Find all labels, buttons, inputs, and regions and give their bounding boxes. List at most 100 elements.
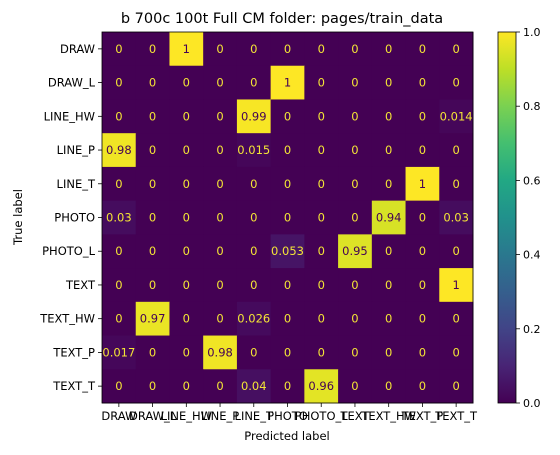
cell-value-label: 0 <box>351 278 358 292</box>
cell-value-label: 1 <box>284 76 291 90</box>
heatmap-cell <box>338 99 373 134</box>
heatmap-cell <box>135 369 170 404</box>
y-tick-label: TEXT_P <box>52 345 95 359</box>
cell-value-label: 0.96 <box>308 379 334 393</box>
heatmap-cell <box>439 99 474 134</box>
cell-value-label: 0 <box>216 177 223 191</box>
x-tick-label: DRAW_L <box>129 409 177 423</box>
cell-value-label: 0 <box>385 76 392 90</box>
cell-value-label: 0 <box>149 278 156 292</box>
heatmap-cell <box>270 133 305 168</box>
heatmap-cell <box>338 133 373 168</box>
cell-value-label: 0 <box>149 76 156 90</box>
cell-value-label: 0 <box>419 143 426 157</box>
cell-value-label: 0 <box>385 42 392 56</box>
heatmap-cell <box>102 301 137 337</box>
heatmap-cell <box>338 65 373 100</box>
heatmap-cell <box>236 335 272 370</box>
cell-value-label: 0 <box>351 76 358 90</box>
heatmap-cell <box>169 234 204 269</box>
cell-value-label: 0 <box>419 76 426 90</box>
heatmap-cell <box>270 369 305 404</box>
heatmap-cell <box>439 234 474 269</box>
cell-value-label: 0 <box>452 312 459 326</box>
cell-value-label: 0 <box>419 278 426 292</box>
heatmap-cell <box>102 200 137 235</box>
heatmap-cell <box>236 200 272 235</box>
heatmap-cell <box>371 369 407 404</box>
cell-value-label: 0 <box>419 379 426 393</box>
heatmap-cell <box>405 369 440 404</box>
cell-value-label: 0 <box>385 143 392 157</box>
heatmap-cell <box>405 234 440 269</box>
cell-value-label: 0 <box>385 177 392 191</box>
cell-value-label: 0 <box>452 143 459 157</box>
cell-value-label: 0 <box>419 42 426 56</box>
cell-value-label: 0.95 <box>342 244 368 258</box>
x-tick-label: LINE_P <box>201 409 239 423</box>
cell-value-label: 0 <box>216 76 223 90</box>
heatmap-cell <box>135 133 170 168</box>
cell-value-label: 0 <box>183 345 190 359</box>
cell-value-label: 0 <box>351 345 358 359</box>
cell-value-label: 0 <box>250 278 257 292</box>
heatmap-cell <box>270 234 305 269</box>
colorbar <box>497 31 517 404</box>
heatmap-cell <box>405 32 440 67</box>
cell-value-label: 0 <box>183 143 190 157</box>
heatmap-cell <box>203 133 238 168</box>
cell-value-label: 0 <box>183 211 190 225</box>
cell-value-label: 0 <box>284 143 291 157</box>
heatmap-cell <box>405 335 440 370</box>
cell-value-label: 0.97 <box>140 312 166 326</box>
heatmap-cell <box>135 200 170 235</box>
heatmap-cell <box>236 32 272 67</box>
heatmap-cell <box>169 99 204 134</box>
x-tick-label: TEXT_HW <box>360 409 416 423</box>
heatmap-cell <box>338 234 373 269</box>
heatmap-cell <box>405 301 440 337</box>
cell-value-label: 0 <box>115 379 122 393</box>
cell-value-label: 0 <box>183 278 190 292</box>
cell-value-label: 0 <box>419 312 426 326</box>
cell-value-label: 0 <box>250 345 257 359</box>
cell-value-label: 0 <box>216 42 223 56</box>
cell-value-label: 0 <box>318 244 325 258</box>
heatmap-cell <box>270 200 305 235</box>
cell-value-label: 1 <box>183 42 190 56</box>
cell-value-label: 0 <box>452 379 459 393</box>
heatmap-cell <box>371 166 407 202</box>
heatmap-cell <box>304 234 339 269</box>
cell-value-label: 0 <box>318 109 325 123</box>
cell-value-label: 1 <box>452 278 459 292</box>
heatmap-cell <box>338 268 373 303</box>
cell-value-label: 0.94 <box>376 211 402 225</box>
cell-value-label: 0 <box>183 177 190 191</box>
heatmap-cell <box>102 99 137 134</box>
heatmap-cell <box>304 369 339 404</box>
cell-value-label: 0 <box>284 312 291 326</box>
heatmap-cell <box>371 268 407 303</box>
cell-value-label: 0 <box>149 211 156 225</box>
cell-value-label: 0.98 <box>106 143 132 157</box>
cell-value-label: 0 <box>318 312 325 326</box>
y-axis-ticks: DRAW DRAW_L LINE_HW LINE_P LINE_T PHOTO PHOTO_… <box>39 42 102 393</box>
heatmap-cell <box>169 268 204 303</box>
cell-value-label: 0 <box>419 345 426 359</box>
heatmap-cell <box>270 99 305 134</box>
heatmap-cell <box>405 99 440 134</box>
cell-value-label: 0 <box>351 211 358 225</box>
cell-value-label: 0 <box>115 244 122 258</box>
cell-value-label: 0 <box>115 109 122 123</box>
heatmap-cell <box>371 32 407 67</box>
heatmap-cell <box>102 133 137 168</box>
heatmap-cell <box>439 268 474 303</box>
heatmap-cell <box>304 301 339 337</box>
heatmap-cell <box>169 133 204 168</box>
cell-value-label: 0 <box>318 211 325 225</box>
heatmap-cell <box>304 335 339 370</box>
cell-value-label: 0 <box>149 345 156 359</box>
x-tick-label: LINE_T <box>235 409 274 423</box>
cell-value-label: 0 <box>452 177 459 191</box>
cell-value-label: 0 <box>284 42 291 56</box>
